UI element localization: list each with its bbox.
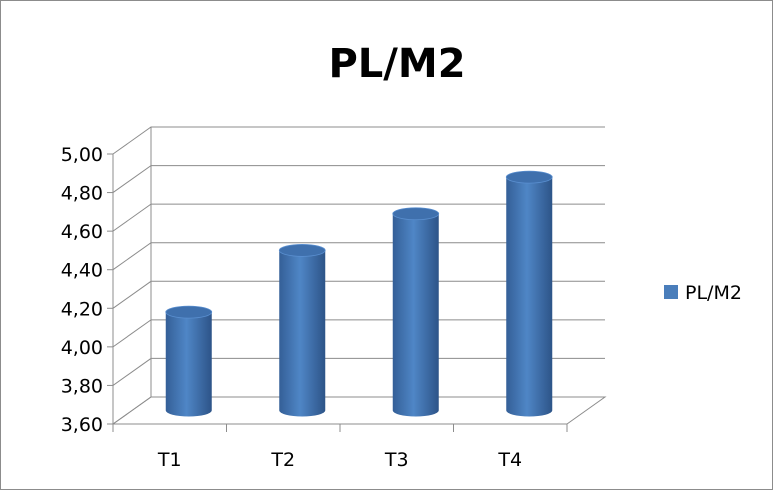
y-tick-label: 4,00 — [61, 337, 103, 359]
bar-body — [165, 312, 212, 417]
y-tick-label: 4,40 — [61, 260, 103, 282]
legend-swatch — [664, 285, 678, 299]
gridline — [112, 319, 605, 348]
bar — [165, 305, 213, 417]
bar-body — [392, 213, 439, 417]
gridlines — [112, 126, 605, 425]
bar — [505, 170, 553, 417]
bars — [165, 170, 553, 417]
gridline — [112, 165, 605, 193]
gridline — [112, 280, 605, 309]
gridline — [112, 357, 605, 386]
gridline — [112, 203, 605, 232]
y-tick-label: 3,60 — [61, 414, 103, 436]
bar — [392, 207, 440, 417]
bar-body — [506, 177, 553, 417]
x-tick-label: T3 — [384, 449, 409, 471]
legend: PL/M2 — [664, 282, 742, 304]
bar-top — [278, 244, 326, 257]
y-axis-ticks: 3,60 3,80 4,00 4,20 4,40 4,60 4,80 5,00 — [61, 144, 113, 436]
legend-label: PL/M2 — [685, 282, 742, 304]
bar-top — [392, 207, 440, 221]
y-tick-label: 5,00 — [61, 144, 103, 166]
bar-top — [505, 170, 553, 184]
y-tick-label: 3,80 — [61, 375, 103, 397]
gridline — [112, 126, 605, 155]
y-tick-label: 4,60 — [61, 221, 103, 243]
y-tick-label: 4,80 — [61, 183, 103, 205]
x-tick-label: T4 — [497, 449, 522, 471]
bar-body — [279, 250, 326, 417]
gridline — [112, 242, 605, 271]
chart-title: PL/M2 — [328, 41, 465, 87]
y-tick-label: 4,20 — [61, 298, 103, 320]
x-axis: T1 T2 T3 T4 — [112, 423, 568, 471]
x-tick-label: T1 — [157, 449, 182, 471]
bar-top — [165, 305, 213, 319]
bar — [278, 244, 326, 417]
x-tick-label: T2 — [270, 449, 295, 471]
gridline — [112, 396, 605, 425]
